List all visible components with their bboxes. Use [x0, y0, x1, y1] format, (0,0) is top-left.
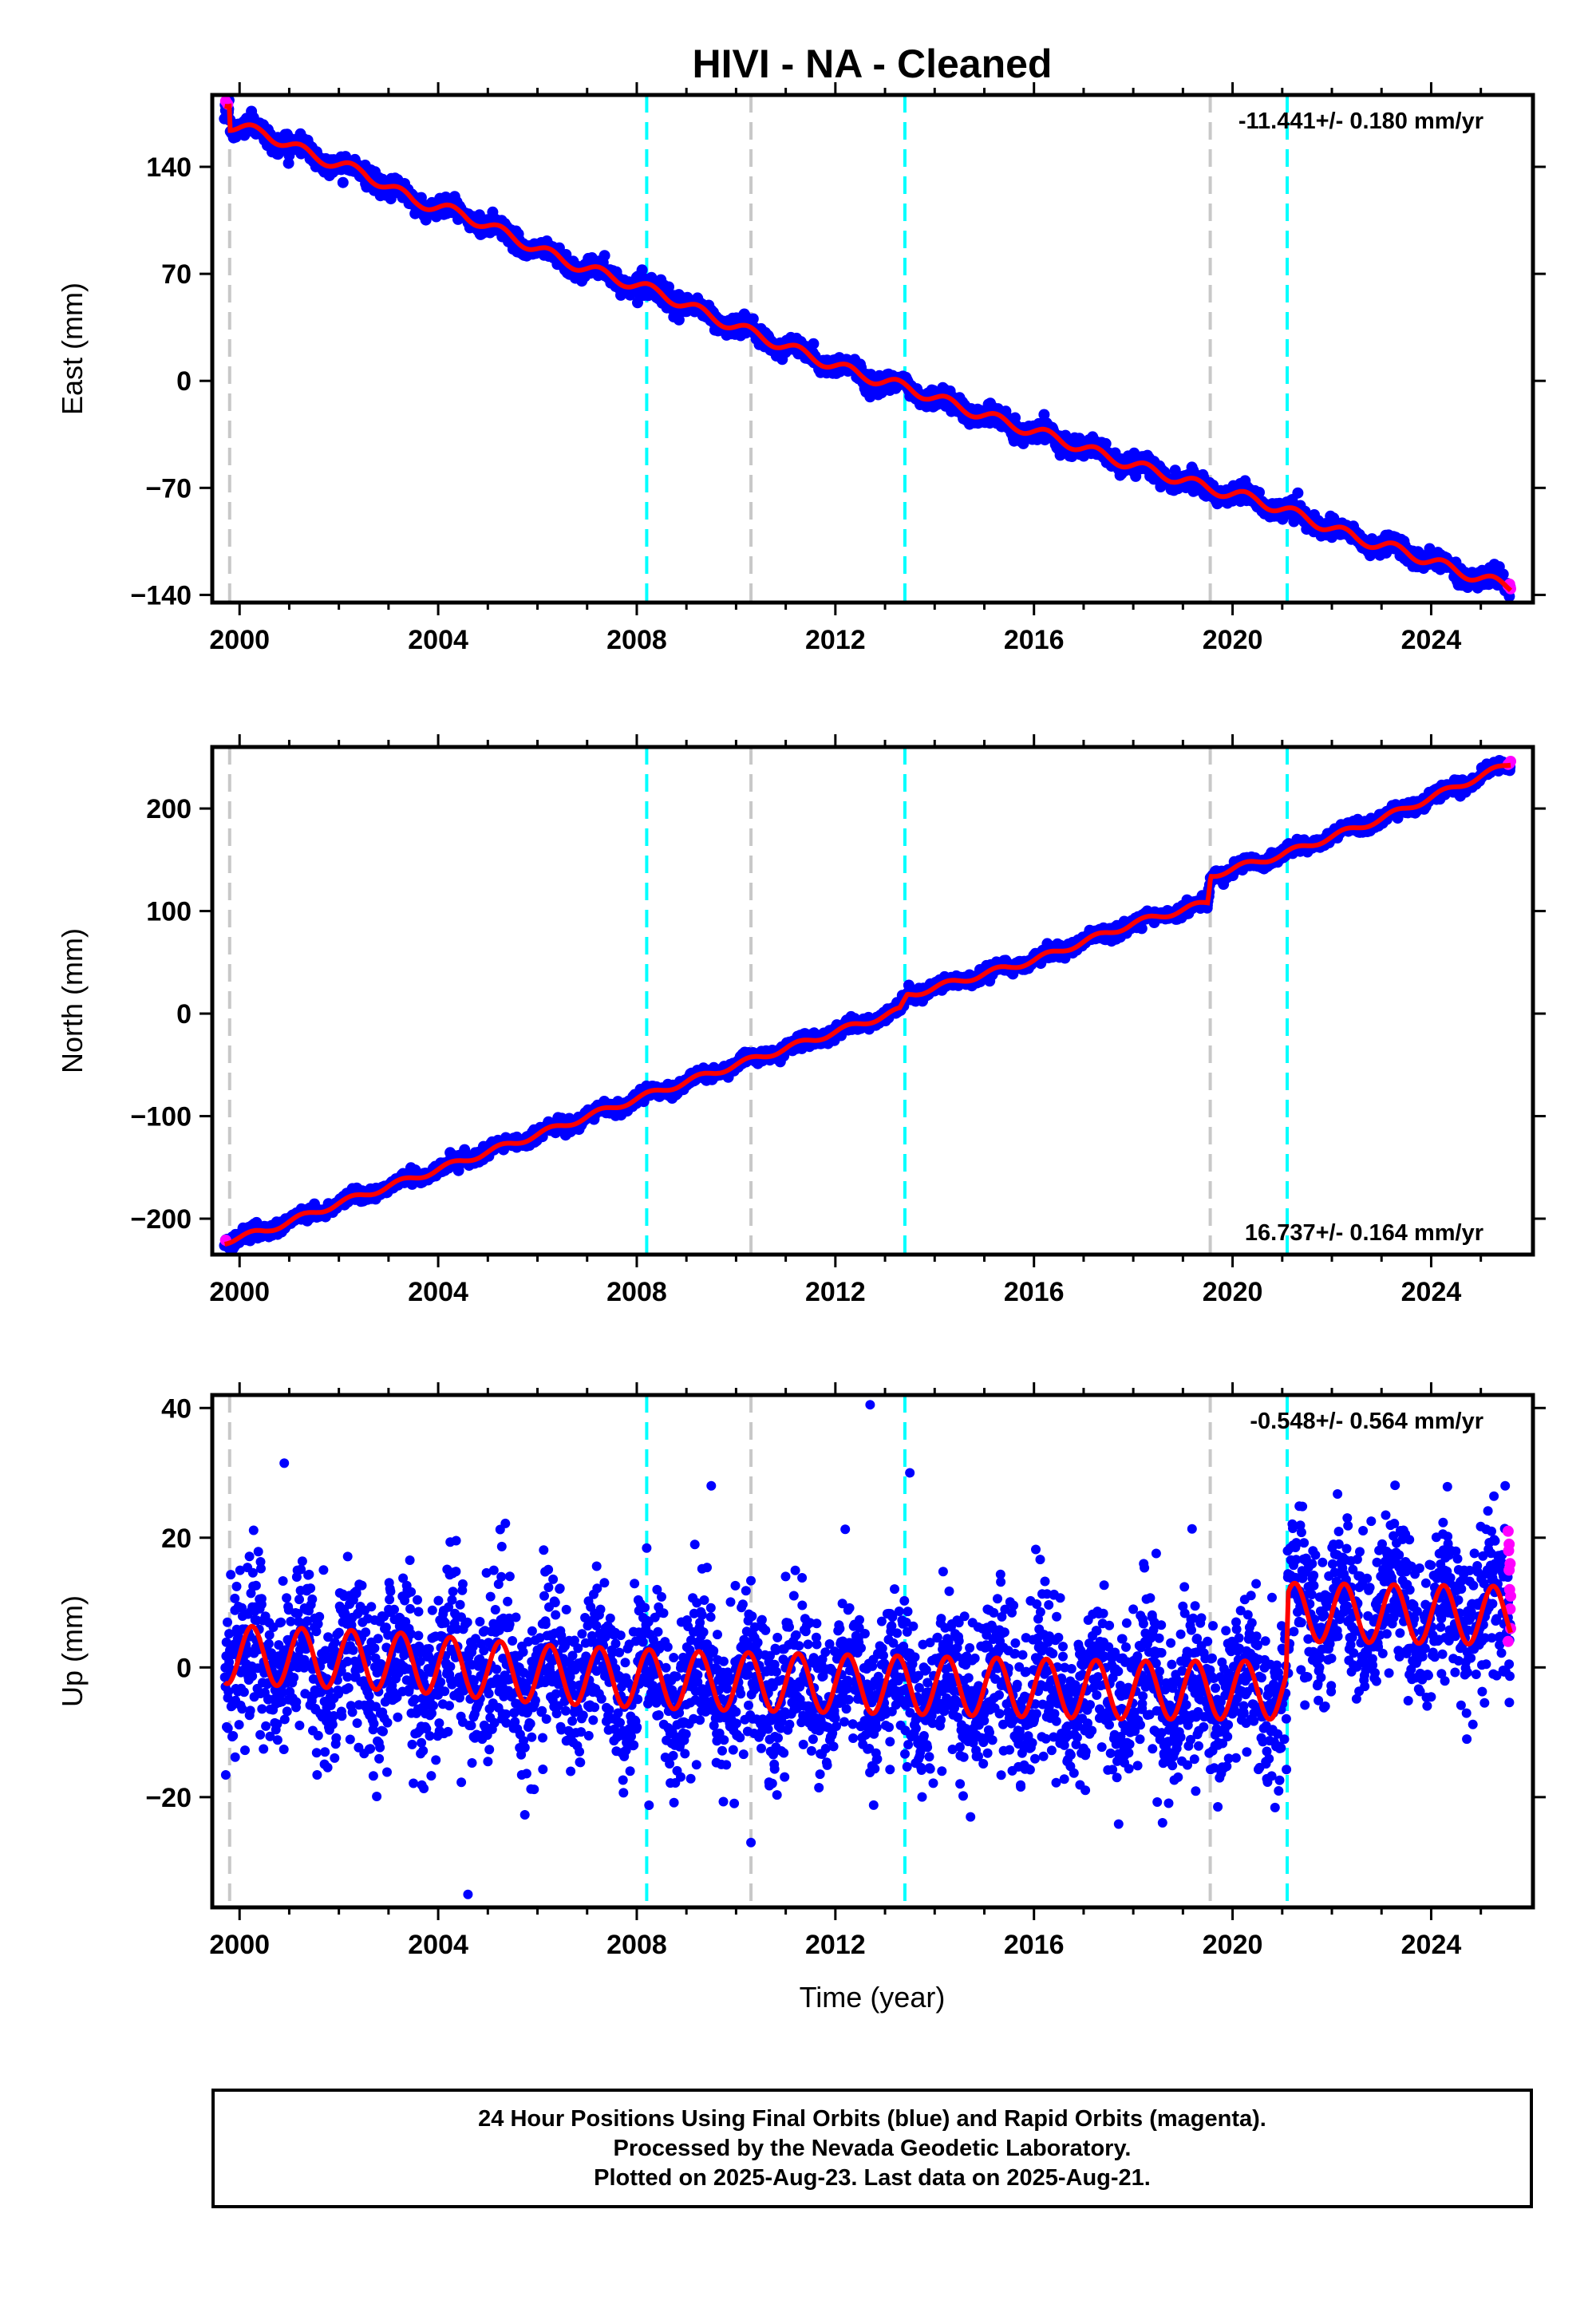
final-orbit-point — [673, 314, 685, 326]
plot-frame — [210, 93, 1535, 605]
chart-title: HIVI - NA - Cleaned — [693, 41, 1053, 86]
model-line — [224, 103, 1513, 593]
x-tick-label: 2004 — [408, 625, 468, 655]
y-tick-label: −140 — [130, 580, 192, 611]
y-axis-label: East (mm) — [56, 283, 89, 415]
final-orbit-point — [808, 338, 820, 350]
final-orbit-point — [747, 313, 759, 325]
x-tick-label: 2016 — [1004, 625, 1065, 655]
y-tick-label: −70 — [145, 473, 192, 504]
final-orbit-point — [1100, 437, 1112, 449]
x-tick-label: 2000 — [209, 625, 270, 655]
x-tick-label: 2008 — [606, 625, 667, 655]
panels: 2000 2004 2008 2012 2016 2020 2024 −140 −70 0 70 14… — [56, 82, 1546, 1960]
final-orbit-points — [219, 95, 1517, 603]
final-orbit-point — [663, 281, 674, 293]
x-tick-label: 2024 — [1401, 625, 1462, 655]
final-orbit-point — [1292, 487, 1304, 499]
final-orbit-point — [337, 176, 349, 188]
final-orbit-point — [1254, 487, 1265, 498]
panel-2: 2000 2004 2008 2012 2016 2020 2024−200−1000100… — [56, 734, 1546, 1307]
final-orbit-point — [636, 264, 648, 276]
final-orbit-point — [598, 250, 610, 262]
final-orbit-point — [1136, 923, 1148, 935]
x-tick-label: 2012 — [805, 625, 866, 655]
y-tick-label: 70 — [161, 259, 192, 290]
y-tick-label: 0 — [176, 366, 192, 397]
x-tick-label: 2020 — [1203, 625, 1263, 655]
final-orbit-point — [1497, 568, 1509, 580]
rate-label: -11.441+/- 0.180 mm/yr — [1238, 109, 1483, 134]
panel-1: 2000 2004 2008 2012 2016 2020 2024 −140 −70 0 70 14… — [56, 82, 1546, 655]
final-orbit-point — [1038, 409, 1050, 421]
y-tick-label: 140 — [146, 152, 192, 183]
